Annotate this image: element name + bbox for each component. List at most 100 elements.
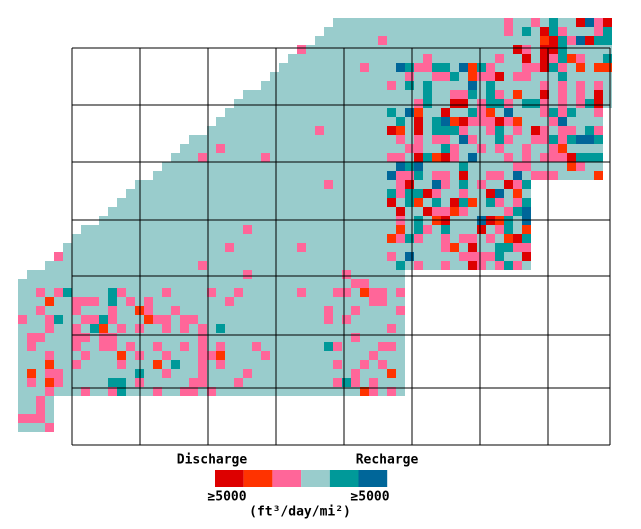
map-cell bbox=[387, 333, 396, 342]
map-cell bbox=[369, 45, 378, 54]
map-cell bbox=[126, 189, 135, 198]
map-cell bbox=[234, 279, 243, 288]
map-cell bbox=[72, 261, 81, 270]
map-cell bbox=[153, 234, 162, 243]
map-cell bbox=[369, 126, 378, 135]
map-cell bbox=[288, 180, 297, 189]
map-cell bbox=[342, 360, 351, 369]
map-cell bbox=[369, 117, 378, 126]
map-cell bbox=[243, 279, 252, 288]
map-cell bbox=[261, 315, 270, 324]
map-cell bbox=[459, 153, 468, 162]
map-cell bbox=[432, 234, 441, 243]
map-cell bbox=[261, 99, 270, 108]
map-cell bbox=[72, 387, 81, 396]
map-cell bbox=[225, 108, 234, 117]
map-cell bbox=[522, 153, 531, 162]
map-cell bbox=[324, 117, 333, 126]
map-cell bbox=[387, 153, 396, 162]
map-cell bbox=[189, 261, 198, 270]
map-cell bbox=[27, 405, 36, 414]
map-cell bbox=[468, 261, 477, 270]
map-cell bbox=[27, 315, 36, 324]
map-cell bbox=[144, 243, 153, 252]
map-cell bbox=[432, 36, 441, 45]
map-cell bbox=[513, 153, 522, 162]
map-cell bbox=[324, 252, 333, 261]
map-cell bbox=[459, 63, 468, 72]
map-cell bbox=[306, 261, 315, 270]
map-cell bbox=[405, 144, 414, 153]
map-cell bbox=[171, 261, 180, 270]
map-cell bbox=[18, 387, 27, 396]
map-cell bbox=[351, 171, 360, 180]
map-cell bbox=[36, 270, 45, 279]
map-cell bbox=[270, 360, 279, 369]
map-cell bbox=[270, 99, 279, 108]
map-cell bbox=[306, 351, 315, 360]
map-cell bbox=[108, 387, 117, 396]
map-cell bbox=[18, 351, 27, 360]
map-cell bbox=[432, 117, 441, 126]
map-cell bbox=[252, 378, 261, 387]
map-cell bbox=[558, 45, 567, 54]
map-cell bbox=[468, 162, 477, 171]
map-cell bbox=[387, 126, 396, 135]
map-cell bbox=[189, 351, 198, 360]
map-cell bbox=[351, 387, 360, 396]
map-cell bbox=[603, 18, 612, 27]
map-cell bbox=[297, 189, 306, 198]
map-cell bbox=[378, 171, 387, 180]
map-cell bbox=[450, 234, 459, 243]
map-cell bbox=[513, 72, 522, 81]
map-cell bbox=[315, 72, 324, 81]
map-cell bbox=[414, 99, 423, 108]
map-cell bbox=[171, 207, 180, 216]
map-cell bbox=[108, 288, 117, 297]
map-cell bbox=[351, 342, 360, 351]
map-cell bbox=[351, 189, 360, 198]
map-cell bbox=[441, 252, 450, 261]
map-cell bbox=[162, 288, 171, 297]
map-cell bbox=[288, 234, 297, 243]
map-cell bbox=[297, 207, 306, 216]
map-cell bbox=[81, 297, 90, 306]
map-cell bbox=[279, 117, 288, 126]
map-cell bbox=[540, 36, 549, 45]
map-cell bbox=[180, 297, 189, 306]
map-cell bbox=[369, 225, 378, 234]
map-cell bbox=[378, 162, 387, 171]
map-cell bbox=[288, 108, 297, 117]
map-cell bbox=[315, 135, 324, 144]
map-cell bbox=[468, 234, 477, 243]
map-cell bbox=[414, 207, 423, 216]
map-cell bbox=[162, 198, 171, 207]
map-cell bbox=[333, 81, 342, 90]
map-cell bbox=[36, 324, 45, 333]
map-cell bbox=[72, 279, 81, 288]
map-cell bbox=[270, 153, 279, 162]
map-cell bbox=[198, 279, 207, 288]
map-cell bbox=[378, 63, 387, 72]
map-cell bbox=[261, 198, 270, 207]
map-cell bbox=[360, 72, 369, 81]
map-cell bbox=[36, 360, 45, 369]
map-cell bbox=[261, 288, 270, 297]
map-cell bbox=[594, 135, 603, 144]
map-cell bbox=[162, 324, 171, 333]
map-cell bbox=[279, 144, 288, 153]
map-cell bbox=[495, 135, 504, 144]
map-cell bbox=[189, 279, 198, 288]
map-cell bbox=[450, 198, 459, 207]
map-cell bbox=[171, 306, 180, 315]
map-cell bbox=[567, 153, 576, 162]
map-cell bbox=[576, 36, 585, 45]
map-cell bbox=[297, 378, 306, 387]
map-cell bbox=[540, 162, 549, 171]
map-cell bbox=[99, 324, 108, 333]
map-cell bbox=[270, 126, 279, 135]
map-cell bbox=[261, 333, 270, 342]
map-cell bbox=[270, 342, 279, 351]
map-cell bbox=[153, 333, 162, 342]
map-cell bbox=[252, 189, 261, 198]
